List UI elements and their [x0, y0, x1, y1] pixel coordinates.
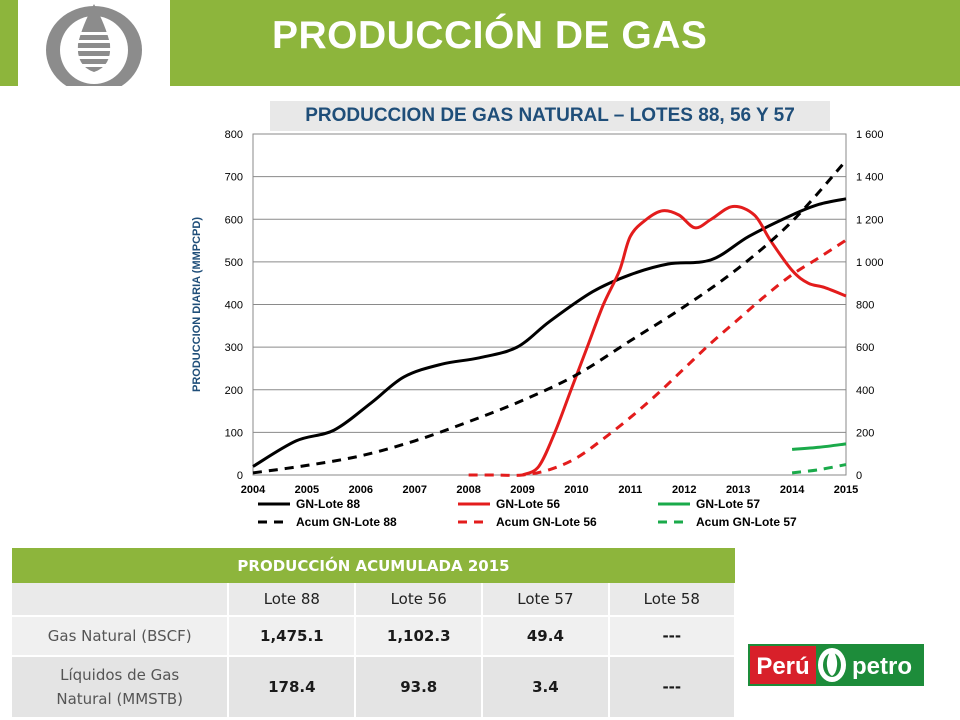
x-tick-label: 2007: [402, 484, 426, 496]
cell-liq-lote-58: ---: [608, 656, 737, 717]
y-right-tick-label: 1 600: [856, 129, 884, 141]
legend-label: GN-Lote 57: [696, 497, 760, 511]
y-right-tick-label: 400: [856, 385, 874, 397]
x-tick-label: 2011: [618, 484, 642, 496]
table-header-lote-56: Lote 56: [355, 583, 484, 617]
y-left-tick-label: 0: [237, 470, 243, 482]
x-tick-label: 2015: [834, 484, 858, 496]
series-line-gn-lote-56: [521, 204, 847, 477]
series-line-acum-gn-lote-88: [252, 159, 848, 475]
y-right-axis-label: PRODUCCION ACUMULADA (MIL MMPCD): [899, 193, 900, 416]
x-tick-label: 2013: [726, 484, 750, 496]
plot-border: [252, 133, 847, 476]
y-left-tick-label: 200: [225, 385, 243, 397]
y-right-tick-label: 1 000: [856, 257, 884, 269]
row-label-gas-natural: Gas Natural (BSCF): [12, 616, 230, 657]
y-left-tick-label: 400: [225, 300, 243, 312]
table-header-lote-58: Lote 58: [608, 583, 737, 617]
x-tick-label: 2012: [672, 484, 696, 496]
x-tick-label: 2009: [510, 484, 534, 496]
row-label-liquidos: Líquidos de Gas Natural (MMSTB): [12, 656, 230, 717]
legend-label: Acum GN-Lote 56: [496, 515, 597, 529]
cumulative-production-table: PRODUCCIÓN ACUMULADA 2015 Lote 88 Lote 5…: [12, 548, 737, 717]
row-label-liquidos-line1: Líquidos de Gas: [60, 666, 180, 684]
row-label-liquidos-line2: Natural (MMSTB): [56, 690, 184, 708]
table-row: Líquidos de Gas Natural (MMSTB) 178.4 93…: [12, 656, 737, 717]
legend-label: GN-Lote 88: [296, 497, 360, 511]
company-logo: [18, 0, 170, 94]
y-left-tick-label: 800: [225, 129, 243, 141]
x-tick-label: 2010: [564, 484, 588, 496]
cell-liq-lote-56: 93.8: [355, 656, 484, 717]
cell-liq-lote-57: 3.4: [482, 656, 610, 717]
y-left-tick-label: 100: [225, 427, 243, 439]
x-tick-label: 2008: [456, 484, 480, 496]
table-title: PRODUCCIÓN ACUMULADA 2015: [12, 548, 735, 583]
x-tick-label: 2014: [780, 484, 805, 496]
chart-title-box: PRODUCCION DE GAS NATURAL – LOTES 88, 56…: [270, 101, 830, 131]
cell-gas-lote-57: 49.4: [482, 616, 610, 657]
legend-label: GN-Lote 56: [496, 497, 560, 511]
logo-text-right: petro: [852, 653, 912, 680]
table-header-lote-88: Lote 88: [228, 583, 357, 617]
table-header-empty: [12, 583, 230, 617]
table-header-lote-57: Lote 57: [482, 583, 610, 617]
y-right-tick-label: 1 400: [856, 172, 884, 184]
table-header-row: Lote 88 Lote 56 Lote 57 Lote 58: [12, 583, 737, 617]
logo-text-left: Perú: [756, 653, 809, 680]
chart-title: PRODUCCION DE GAS NATURAL – LOTES 88, 56…: [305, 105, 795, 126]
cell-gas-lote-56: 1,102.3: [355, 616, 484, 657]
legend-label: Acum GN-Lote 88: [296, 515, 397, 529]
table-row: Gas Natural (BSCF) 1,475.1 1,102.3 49.4 …: [12, 616, 737, 657]
production-chart: 0 100 200 300 400 500 600 700 800 0 200 400 600 800 1 …: [191, 129, 900, 529]
series-line-acum-gn-lote-56: [468, 238, 847, 477]
y-right-tick-label: 800: [856, 300, 874, 312]
perupetro-logo: Perú petro: [748, 644, 924, 686]
series-line-gn-lote-57: [791, 442, 847, 451]
series-line-acum-gn-lote-57: [791, 463, 847, 475]
legend-label: Acum GN-Lote 57: [696, 515, 797, 529]
page-title: PRODUCCIÓN DE GAS: [272, 14, 708, 57]
y-right-tick-label: 200: [856, 427, 874, 439]
x-tick-label: 2006: [349, 484, 373, 496]
cell-gas-lote-58: ---: [608, 616, 737, 657]
y-right-tick-label: 600: [856, 342, 874, 354]
x-tick-label: 2004: [241, 484, 266, 496]
y-left-tick-label: 600: [225, 214, 243, 226]
cell-gas-lote-88: 1,475.1: [228, 616, 357, 657]
header-bar: PRODUCCIÓN DE GAS: [0, 0, 960, 94]
y-left-tick-label: 700: [225, 172, 243, 184]
series-line-gn-lote-88: [252, 197, 847, 468]
drop-logo-icon: [46, 4, 142, 94]
y-left-axis-label: PRODUCCION DIARIA (MMPCPD): [191, 217, 203, 392]
y-left-tick-label: 300: [225, 342, 243, 354]
y-right-tick-label: 0: [856, 470, 862, 482]
y-right-tick-label: 1 200: [856, 214, 884, 226]
cell-liq-lote-88: 178.4: [228, 656, 357, 717]
y-left-tick-label: 500: [225, 257, 243, 269]
x-tick-label: 2005: [295, 484, 319, 496]
